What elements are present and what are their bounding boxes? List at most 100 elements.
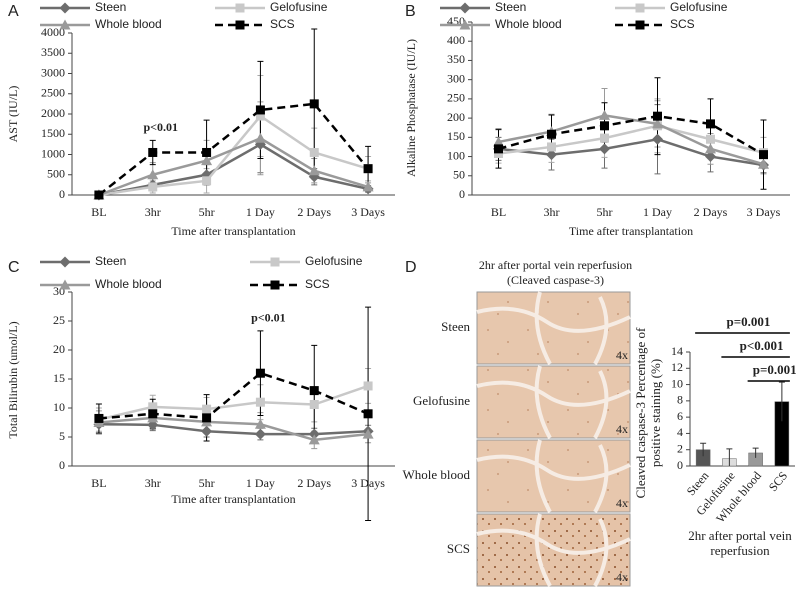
marker (148, 409, 158, 419)
series-line (498, 137, 764, 167)
y-axis-label: Total Bilirubin (umol/L) (6, 321, 20, 438)
marker (147, 169, 159, 180)
marker (706, 119, 715, 129)
x-tick-label: 5hr (199, 205, 215, 219)
y-tick-label: 350 (447, 52, 465, 66)
marker (59, 2, 71, 14)
marker (459, 19, 471, 30)
series-line (98, 371, 369, 420)
marker (94, 413, 104, 423)
error-bar (752, 447, 759, 458)
legend-label: Steen (95, 0, 126, 14)
legend-label: Steen (95, 254, 126, 268)
marker (59, 256, 71, 268)
y-tick-label: 12 (671, 360, 683, 374)
y-tick-label: 6 (677, 409, 683, 423)
row-label: Gelofusine (413, 393, 470, 408)
y-tick-label: 50 (453, 168, 465, 182)
tissue-septa (476, 291, 631, 365)
marker (362, 181, 374, 192)
x-axis-label: Time after transplantation (171, 492, 295, 506)
series-line (498, 114, 764, 166)
x-tick-label: 2 Days (297, 476, 331, 490)
tissue-septa (476, 513, 631, 587)
marker (202, 404, 212, 414)
marker (599, 143, 610, 155)
marker (363, 381, 373, 391)
legend-label: Whole blood (95, 277, 162, 291)
x-axis-label: Time after transplantation (569, 224, 693, 238)
y-tick-label: 500 (47, 167, 65, 181)
legend-label: Whole blood (95, 17, 162, 31)
marker (652, 118, 663, 129)
marker (363, 164, 373, 174)
row-label: Whole blood (402, 467, 470, 482)
marker (600, 121, 609, 131)
y-axis-label: Cleaved caspase-3 Percentage of positive… (633, 327, 663, 499)
marker (309, 99, 319, 109)
error-bar (778, 381, 785, 422)
marker (148, 147, 158, 157)
row-label: SCS (447, 541, 470, 556)
magnification: 4x (616, 422, 628, 436)
panel-letter: D (405, 259, 417, 276)
x-tick-label: 3 Days (351, 205, 385, 219)
y-tick-label: 15 (53, 371, 65, 385)
series-line (98, 114, 369, 197)
y-tick-label: 25 (53, 313, 65, 327)
x-tick-label: 1 Day (246, 476, 275, 490)
x-tick-label: 5hr (199, 476, 215, 490)
row-label: Steen (441, 319, 470, 334)
legend-label: SCS (270, 17, 295, 31)
panel-letter: C (8, 259, 20, 276)
panel-letter: A (8, 3, 19, 20)
series-line (98, 422, 369, 436)
marker (705, 151, 716, 163)
marker (235, 3, 245, 13)
magnification: 4x (616, 348, 628, 362)
series-line (498, 114, 765, 156)
marker (270, 257, 280, 267)
marker (362, 428, 374, 439)
series-line (98, 136, 369, 197)
series-line (98, 416, 369, 442)
marker (308, 428, 320, 440)
marker (255, 397, 265, 407)
marker (600, 133, 609, 143)
marker (202, 413, 212, 423)
x-tick-label: 5hr (597, 205, 613, 219)
y-tick-label: 5 (59, 429, 65, 443)
y-tick-label: 300 (447, 71, 465, 85)
marker (652, 133, 663, 145)
y-tick-label: 3000 (41, 65, 65, 79)
marker (94, 190, 104, 200)
marker (255, 105, 265, 115)
marker (494, 144, 503, 154)
marker (309, 400, 319, 410)
marker (547, 129, 556, 139)
marker (635, 20, 645, 30)
y-axis-label: AST (IU/L) (6, 86, 20, 143)
legend-label: SCS (305, 277, 330, 291)
marker (59, 19, 71, 30)
panel-letter: B (405, 3, 416, 20)
magnification: 4x (616, 570, 628, 584)
y-axis-label: Alkaline Phosphatase (IU/L) (404, 39, 418, 177)
error-bar (726, 448, 733, 466)
marker (653, 111, 662, 121)
marker (546, 149, 557, 161)
annotation: p<0.01 (251, 311, 286, 325)
x-axis-label: 2hr after portal vein reperfusion (688, 528, 792, 558)
y-tick-label: 20 (53, 342, 65, 356)
y-tick-label: 2500 (41, 86, 65, 100)
significance-label: p<0.001 (740, 338, 784, 353)
legend-label: SCS (670, 17, 695, 31)
x-tick-label: SCS (766, 469, 790, 494)
marker (59, 279, 71, 290)
marker (148, 182, 158, 192)
x-tick-label: 2 Days (694, 205, 728, 219)
magnification: 4x (616, 496, 628, 510)
y-tick-label: 2 (677, 441, 683, 455)
marker (705, 143, 716, 154)
